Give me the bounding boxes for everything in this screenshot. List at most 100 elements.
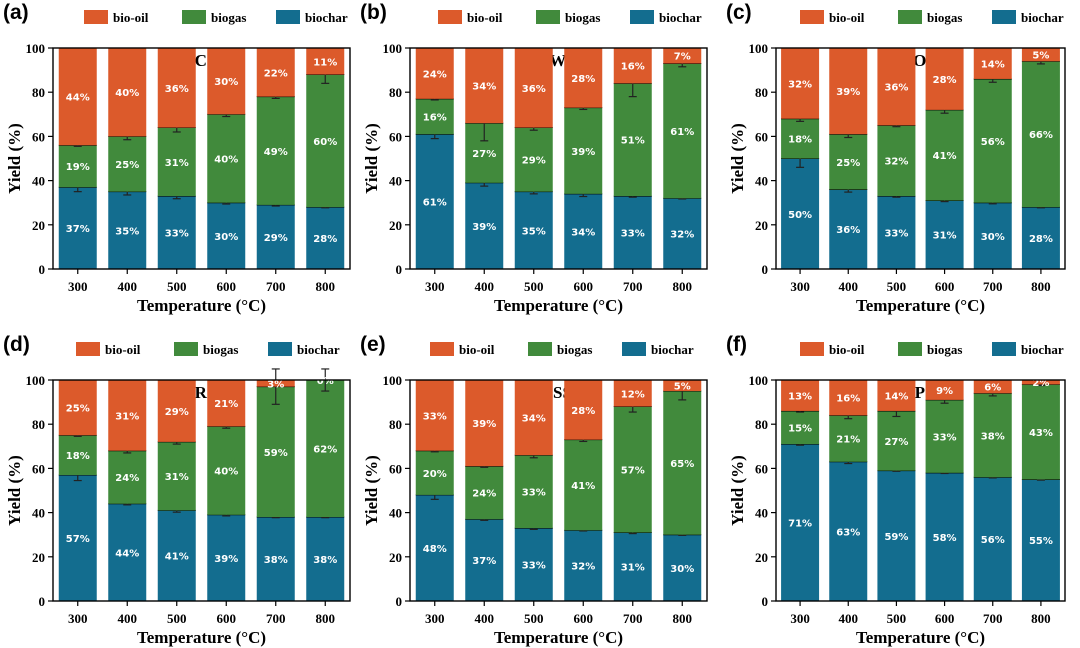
- data-label-bio-oil-500: 36%: [165, 84, 189, 95]
- y-axis-label: Yield (%): [728, 455, 747, 526]
- y-tick-label: 60: [755, 461, 768, 476]
- legend-swatch-bio-oil: [430, 342, 454, 356]
- data-label-bio-oil-300: 33%: [423, 411, 447, 422]
- bar-biogas-500: [514, 455, 553, 529]
- axes-frame: [52, 379, 351, 602]
- data-label-biogas-300: 18%: [66, 451, 90, 462]
- data-label-biochar-800: 28%: [1029, 234, 1053, 245]
- data-label-bio-oil-400: 16%: [836, 394, 860, 405]
- data-label-biochar-700: 38%: [264, 555, 288, 566]
- y-tick-label: 20: [755, 218, 768, 233]
- data-label-bio-oil-800: 5%: [674, 382, 691, 393]
- data-label-biochar-400: 63%: [836, 527, 860, 538]
- y-tick-label: 100: [749, 373, 769, 388]
- y-axis-label: Yield (%): [5, 123, 24, 194]
- panel-label: (e): [360, 333, 386, 356]
- bar-biogas-400: [108, 450, 147, 504]
- bar-biochar-700: [973, 202, 1012, 269]
- legend-label-biogas: biogas: [557, 342, 592, 357]
- legend-label-biochar: biochar: [651, 342, 694, 357]
- data-label-bio-oil-800: 7%: [674, 52, 691, 63]
- legend-swatch-biogas: [536, 10, 560, 24]
- data-label-biogas-400: 24%: [472, 489, 496, 500]
- bar-bio-oil-800: [663, 48, 702, 64]
- y-tick-label: 40: [755, 174, 768, 189]
- bar-biogas-600: [207, 114, 246, 203]
- axes-frame: [409, 47, 708, 270]
- data-label-biogas-700: 59%: [264, 448, 288, 459]
- bar-biochar-700: [256, 517, 295, 601]
- legend: bio-oil biogas biochar: [76, 342, 340, 357]
- bar-biogas-800: [1021, 384, 1060, 480]
- bar-bio-oil-300: [781, 380, 820, 411]
- legend-label-biogas: biogas: [211, 10, 246, 25]
- bar-biochar-600: [925, 200, 964, 269]
- y-tick-label: 60: [389, 461, 402, 476]
- data-label-bio-oil-700: 22%: [264, 68, 288, 79]
- data-label-biogas-500: 31%: [165, 158, 189, 169]
- x-tick-label: 700: [623, 611, 643, 626]
- data-label-bio-oil-600: 28%: [571, 74, 595, 85]
- data-label-biogas-500: 32%: [884, 157, 908, 168]
- data-label-bio-oil-600: 21%: [214, 399, 238, 410]
- x-axis-label: Temperature (°C): [494, 296, 623, 315]
- data-label-bio-oil-700: 14%: [981, 59, 1005, 70]
- bar-bio-oil-300: [58, 380, 97, 436]
- bar-biochar-800: [663, 534, 702, 601]
- legend-swatch-biogas: [898, 10, 922, 24]
- data-label-biochar-300: 61%: [423, 198, 447, 209]
- data-label-bio-oil-500: 36%: [522, 84, 546, 95]
- data-label-biochar-600: 32%: [571, 562, 595, 573]
- legend: bio-oil biogas biochar: [800, 10, 1064, 25]
- bar-biochar-700: [256, 204, 295, 269]
- bar-bio-oil-700: [973, 48, 1012, 79]
- legend-swatch-bio-oil: [76, 342, 100, 356]
- y-tick-label: 20: [389, 218, 402, 233]
- bar-biochar-400: [829, 461, 868, 601]
- y-tick-label: 80: [32, 85, 45, 100]
- legend-label-bio-oil: bio-oil: [459, 342, 495, 357]
- data-label-bio-oil-600: 28%: [571, 406, 595, 417]
- bar-biochar-400: [465, 519, 504, 601]
- legend-label-biogas: biogas: [565, 10, 600, 25]
- data-label-bio-oil-700: 16%: [621, 62, 645, 73]
- legend: bio-oil biogas biochar: [438, 10, 702, 25]
- x-tick-label: 500: [524, 611, 544, 626]
- bar-biochar-400: [108, 191, 147, 269]
- x-tick-label: 600: [935, 611, 955, 626]
- bar-biochar-400: [829, 189, 868, 269]
- legend-label-biochar: biochar: [1021, 10, 1064, 25]
- bar-bio-oil-400: [108, 380, 147, 451]
- data-label-bio-oil-600: 30%: [214, 77, 238, 88]
- legend-swatch-biogas: [174, 342, 198, 356]
- data-label-biogas-600: 40%: [214, 155, 238, 166]
- bar-bio-oil-700: [973, 380, 1012, 394]
- data-label-biogas-700: 38%: [981, 431, 1005, 442]
- bar-biogas-600: [207, 426, 246, 515]
- data-label-biogas-400: 25%: [836, 158, 860, 169]
- legend-label-bio-oil: bio-oil: [829, 342, 865, 357]
- x-tick-label: 400: [475, 279, 495, 294]
- bar-biogas-500: [877, 410, 916, 471]
- legend-label-bio-oil: bio-oil: [467, 10, 503, 25]
- legend-swatch-biogas: [528, 342, 552, 356]
- bar-biogas-600: [564, 107, 603, 194]
- bar-biogas-300: [58, 435, 97, 476]
- y-tick-label: 20: [32, 218, 45, 233]
- bar-bio-oil-600: [207, 48, 246, 115]
- data-label-biogas-800: 43%: [1029, 428, 1053, 439]
- bar-biogas-400: [465, 466, 504, 520]
- panel-label: (c): [726, 1, 752, 24]
- bar-bio-oil-400: [465, 380, 504, 467]
- axes-frame: [409, 379, 708, 602]
- legend: bio-oil biogas biochar: [84, 10, 348, 25]
- bar-bio-oil-300: [781, 48, 820, 119]
- y-tick-label: 20: [389, 550, 402, 565]
- bar-biochar-600: [564, 530, 603, 601]
- data-label-biogas-700: 56%: [981, 137, 1005, 148]
